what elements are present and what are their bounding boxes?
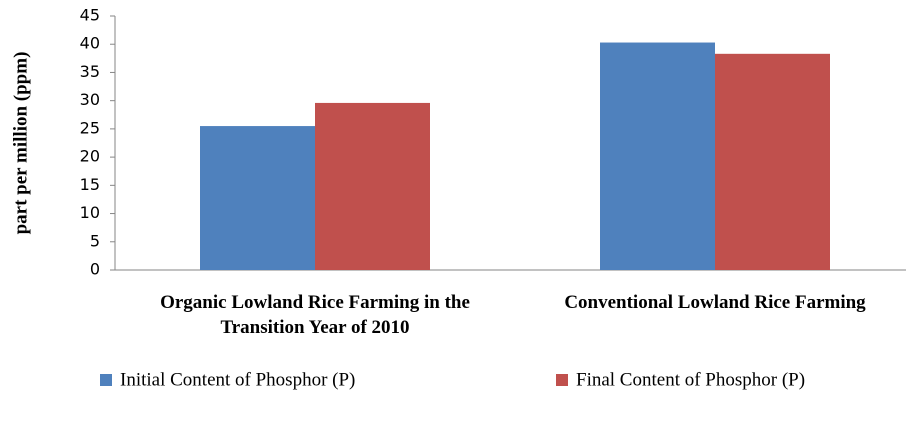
legend-label: Initial Content of Phosphor (P)	[120, 369, 355, 390]
x-tick-label: Organic Lowland Rice Farming in the Tran…	[160, 292, 470, 338]
bar	[715, 53, 830, 270]
bar	[600, 42, 715, 271]
bar	[315, 102, 430, 271]
x-tick-label: Conventional Lowland Rice Farming	[564, 292, 866, 313]
y-tick-label: 5	[90, 231, 100, 250]
y-tick-label: 20	[80, 147, 100, 166]
y-tick-label: 0	[90, 260, 100, 279]
legend-swatch	[100, 374, 112, 386]
legend-swatch	[556, 374, 568, 386]
y-tick-label: 30	[80, 90, 100, 109]
y-tick-label: 10	[80, 203, 100, 222]
legend-label: Final Content of Phosphor (P)	[576, 369, 805, 390]
y-tick-label: 40	[80, 34, 100, 53]
y-tick-label: 45	[80, 6, 100, 25]
y-tick-label: 15	[80, 175, 100, 194]
bar	[200, 126, 315, 270]
y-tick-label: 35	[80, 62, 100, 81]
y-tick-label: 25	[80, 118, 100, 137]
y-axis-title: part per million (ppm)	[10, 52, 31, 235]
